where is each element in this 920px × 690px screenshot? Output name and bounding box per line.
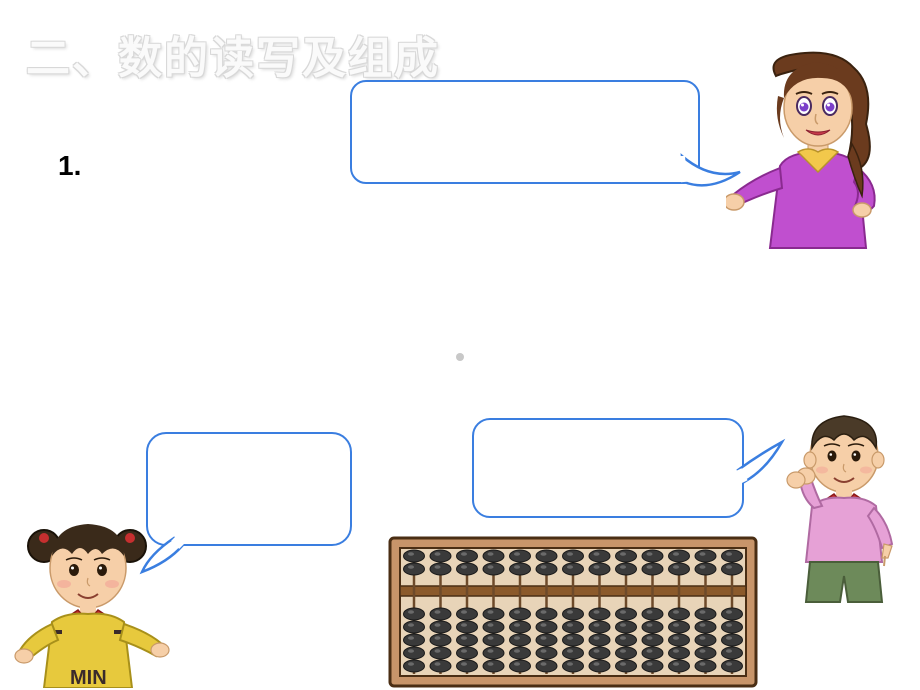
teacher-illustration (726, 48, 906, 258)
speech-bubble-boy (472, 418, 744, 518)
page-indicator-dot (456, 353, 464, 361)
abacus-illustration (388, 536, 758, 688)
girl-illustration: MIN (10, 508, 180, 688)
boy-illustration (766, 406, 916, 606)
section-title: 二、数的读写及组成 (26, 22, 440, 86)
svg-text:MIN: MIN (70, 667, 107, 688)
item-number: 1. (58, 150, 81, 182)
speech-bubble-teacher (350, 80, 700, 184)
